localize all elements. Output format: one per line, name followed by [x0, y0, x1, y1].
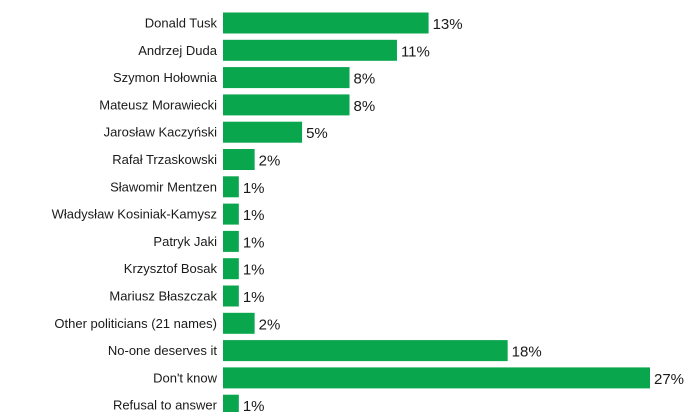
category-label: Szymon Hołownia [113, 70, 218, 85]
value-label: 1% [243, 289, 265, 306]
bar [223, 121, 303, 143]
value-label: 1% [243, 207, 265, 224]
bar [223, 149, 255, 170]
value-label: 1% [243, 234, 265, 251]
value-label: 27% [654, 371, 684, 388]
category-labels: Donald Tusk Andrzej Duda Szymon Hołownia Ma… [52, 16, 218, 412]
category-label: Other politicians (21 names) [54, 316, 217, 331]
bar [223, 340, 508, 362]
category-label: Don't know [153, 370, 218, 385]
bar [223, 67, 350, 89]
value-label: 1% [243, 180, 265, 197]
value-labels: 13%11% 8% 8% 5% 2% 1% 1% 1% 1% 1% 2% 18% 27% 1% [243, 16, 684, 412]
category-label: Patryk Jaki [153, 234, 217, 249]
value-label: 5% [306, 125, 328, 142]
bar [223, 258, 239, 280]
bar [223, 367, 650, 389]
bar [223, 285, 239, 307]
bar [223, 394, 239, 412]
category-label: Donald Tusk [145, 16, 218, 31]
bar [223, 39, 397, 61]
value-label: 11% [401, 43, 430, 60]
value-label: 1% [243, 262, 265, 279]
value-label: 8% [354, 98, 376, 115]
category-label: Krzysztof Bosak [124, 261, 218, 276]
value-label: 13% [433, 16, 463, 33]
bar [223, 176, 239, 198]
value-label: 2% [259, 316, 281, 333]
bar [223, 312, 255, 334]
category-label: Władysław Kosiniak-Kamysz [52, 207, 217, 222]
category-label: No-one deserves it [108, 343, 217, 358]
bar [223, 203, 239, 225]
category-label: Mariusz Błaszczak [109, 289, 217, 304]
bar [223, 12, 429, 34]
bar [223, 230, 239, 252]
value-label: 18% [512, 344, 542, 361]
category-label: Rafał Trzaskowski [112, 152, 217, 167]
category-label: Refusal to answer [113, 398, 218, 412]
category-label: Andrzej Duda [138, 43, 218, 58]
value-label: 1% [243, 398, 265, 412]
bars [223, 12, 650, 412]
category-label: Sławomir Mentzen [110, 179, 217, 194]
value-label: 8% [354, 71, 376, 88]
category-label: Mateusz Morawiecki [99, 97, 217, 112]
category-label: Jarosław Kaczyński [104, 125, 218, 140]
value-label: 2% [259, 153, 281, 170]
bar [223, 94, 350, 116]
